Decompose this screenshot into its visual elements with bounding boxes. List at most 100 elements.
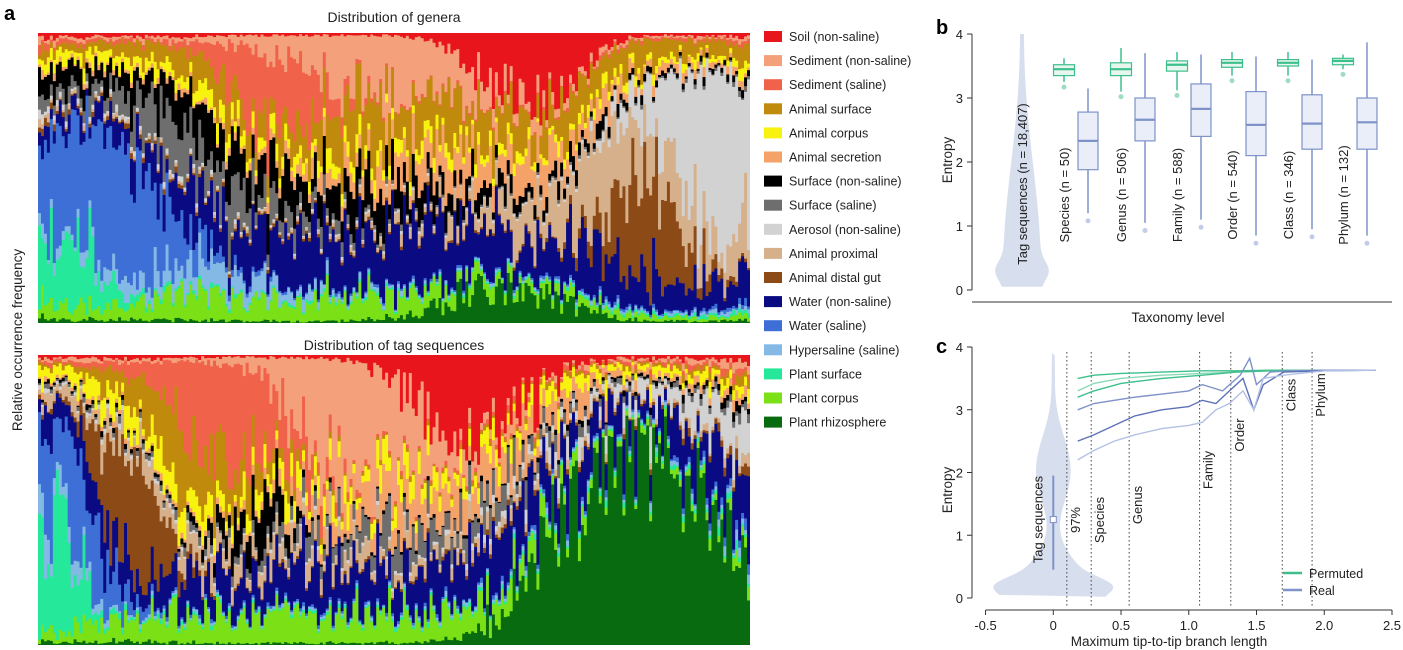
stack-segment xyxy=(678,315,683,321)
stack-segment xyxy=(61,33,66,36)
stack-segment xyxy=(542,299,546,323)
stack-segment xyxy=(613,38,618,42)
stack-segment xyxy=(687,34,692,37)
stack-segment xyxy=(135,447,140,451)
stack-segment xyxy=(432,298,437,323)
stack-segment xyxy=(394,213,398,224)
stack-segment xyxy=(536,216,540,221)
stack-segment xyxy=(67,33,72,37)
stack-segment xyxy=(477,78,481,81)
stack-segment xyxy=(744,313,748,319)
stack-segment xyxy=(61,116,66,137)
stack-segment xyxy=(236,89,241,100)
stack-segment xyxy=(601,309,606,315)
stack-segment xyxy=(705,37,710,45)
stack-segment xyxy=(396,317,401,323)
stack-segment xyxy=(76,437,81,466)
stack-segment xyxy=(195,33,199,35)
stack-segment xyxy=(141,156,146,159)
stack-segment xyxy=(58,494,63,630)
stack-segment xyxy=(46,362,51,367)
stack-segment xyxy=(165,155,170,160)
stack-segment xyxy=(598,98,603,109)
stack-segment xyxy=(141,443,146,450)
stack-segment xyxy=(471,267,475,271)
stack-segment xyxy=(690,312,695,316)
stack-segment xyxy=(121,633,125,642)
stack-segment xyxy=(310,213,315,215)
stack-segment xyxy=(153,434,158,470)
stack-segment xyxy=(319,226,324,249)
stack-segment xyxy=(385,185,389,198)
stack-segment xyxy=(162,189,167,195)
stack-segment xyxy=(655,314,659,317)
stack-segment xyxy=(198,100,202,105)
stack-segment xyxy=(699,49,704,56)
stack-segment xyxy=(687,54,692,57)
stack-segment xyxy=(79,109,84,113)
stack-segment xyxy=(171,590,176,593)
stack-segment xyxy=(180,41,184,48)
stack-segment xyxy=(129,619,134,642)
stack-segment xyxy=(94,640,98,645)
stack-segment xyxy=(450,33,454,54)
stack-segment xyxy=(557,279,561,282)
stack-segment xyxy=(343,33,348,37)
stack-segment xyxy=(681,91,686,217)
stack-segment xyxy=(696,321,701,323)
stack-segment xyxy=(545,283,549,323)
stack-segment xyxy=(38,58,42,65)
stack-segment xyxy=(85,372,90,399)
stack-segment xyxy=(135,62,140,68)
stack-segment xyxy=(189,460,193,488)
stack-segment xyxy=(411,316,416,323)
stack-segment xyxy=(598,55,603,61)
stack-segment xyxy=(278,220,282,233)
stack-segment xyxy=(316,320,321,323)
stack-segment xyxy=(690,316,695,322)
stack-segment xyxy=(218,226,223,229)
stack-segment xyxy=(488,289,493,306)
stack-segment xyxy=(319,281,324,295)
stack-segment xyxy=(310,157,315,179)
stack-segment xyxy=(545,196,549,213)
stack-segment xyxy=(109,414,113,418)
stack-segment xyxy=(91,76,95,84)
stack-segment xyxy=(55,46,60,51)
stack-segment xyxy=(49,563,54,577)
stack-segment xyxy=(43,139,48,234)
stack-segment xyxy=(46,411,51,414)
stack-segment xyxy=(100,33,104,36)
stack-segment xyxy=(696,315,701,318)
stack-segment xyxy=(530,136,535,167)
stack-segment xyxy=(334,98,339,117)
stack-segment xyxy=(165,484,170,490)
stack-segment xyxy=(79,377,84,380)
stack-segment xyxy=(643,73,647,82)
stack-segment xyxy=(239,238,244,267)
stack-segment xyxy=(186,601,190,605)
stack-segment xyxy=(720,63,724,68)
stack-segment xyxy=(127,355,131,362)
stack-segment xyxy=(379,319,383,323)
stack-segment xyxy=(610,317,615,323)
stack-segment xyxy=(408,209,413,224)
stack-segment xyxy=(46,122,51,127)
stack-segment xyxy=(40,414,45,420)
stack-segment xyxy=(192,172,196,176)
stack-segment xyxy=(690,35,695,38)
stack-segment xyxy=(275,160,279,168)
stack-segment xyxy=(168,403,173,472)
stack-segment xyxy=(569,194,573,205)
stack-segment xyxy=(147,617,152,620)
tag-sequence-stacked-bars xyxy=(38,355,750,645)
stack-segment xyxy=(112,118,116,122)
stack-segment xyxy=(88,423,92,474)
stack-segment xyxy=(49,360,54,364)
stack-segment xyxy=(70,396,75,413)
stack-segment xyxy=(221,35,226,47)
stack-segment xyxy=(441,33,446,46)
stack-segment xyxy=(91,355,95,357)
stack-segment xyxy=(38,66,42,97)
